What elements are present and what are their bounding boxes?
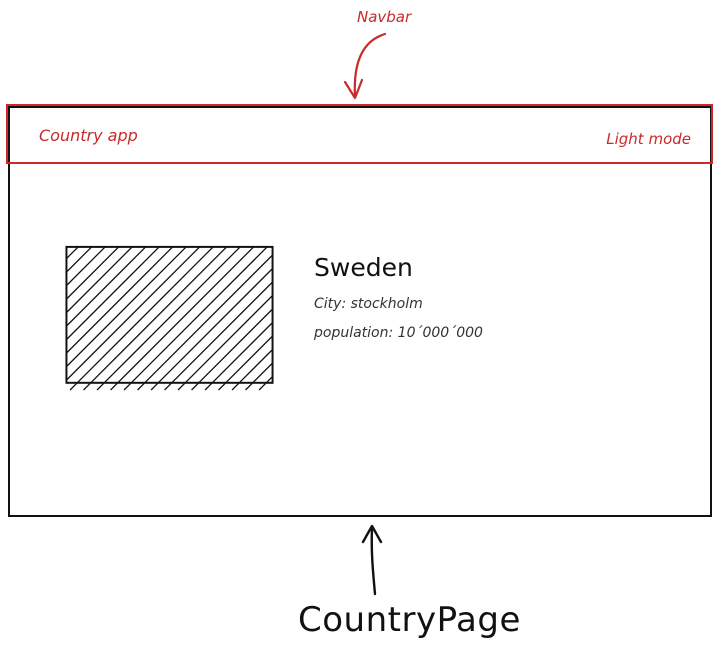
flag-image-placeholder <box>65 245 274 391</box>
country-page-arrow-icon <box>361 524 383 596</box>
navbar: Country app Light mode <box>6 104 713 164</box>
country-city-text: City: stockholm <box>314 296 423 312</box>
country-name-heading: Sweden <box>314 253 413 282</box>
country-page-annotation-label: CountryPage <box>298 600 521 640</box>
country-page-frame <box>8 106 712 517</box>
navbar-arrow-icon <box>343 32 387 100</box>
nav-brand-link[interactable]: Country app <box>39 126 138 145</box>
navbar-annotation-label: Navbar <box>357 8 412 26</box>
country-population-text: population: 10´000´000 <box>314 325 483 341</box>
light-mode-toggle[interactable]: Light mode <box>606 130 691 148</box>
